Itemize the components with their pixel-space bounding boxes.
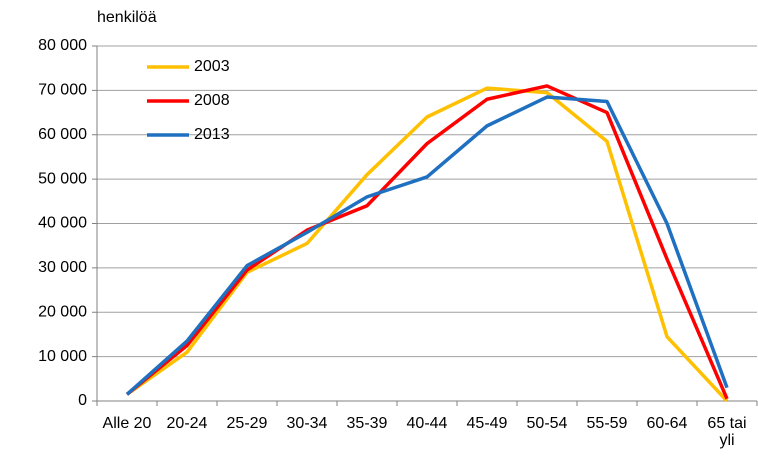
y-tick-label: 50 000	[38, 170, 87, 187]
x-tick-label: 20-24	[166, 415, 208, 432]
x-tick-label: 35-39	[346, 415, 388, 432]
x-tick-label: Alle 20	[102, 415, 152, 432]
y-tick-label: 40 000	[38, 215, 87, 232]
x-tick-label: 65 tai yli	[707, 415, 747, 449]
x-tick-label: 45-49	[466, 415, 508, 432]
x-tick-label: 55-59	[586, 415, 628, 432]
legend-label: 2003	[194, 58, 230, 75]
series-line	[125, 95, 729, 396]
x-tick-label: 30-34	[286, 415, 328, 432]
legend-label: 2008	[194, 92, 230, 109]
series-line	[125, 86, 729, 403]
y-tick-label: 60 000	[38, 126, 87, 143]
x-tick-label: 50-54	[526, 415, 568, 432]
y-tick-label: 10 000	[38, 348, 87, 365]
y-tick-label: 80 000	[38, 37, 87, 54]
y-tick-label: 0	[78, 392, 87, 409]
x-tick-label: 25-29	[226, 415, 268, 432]
y-tick-label: 20 000	[38, 303, 87, 320]
x-tick-label: 60-64	[646, 415, 688, 432]
y-axis-label: henkilöä	[97, 9, 157, 26]
y-tick-label: 30 000	[38, 259, 87, 276]
x-tick-label: 40-44	[406, 415, 448, 432]
series-line	[125, 84, 729, 400]
y-tick-label: 70 000	[38, 82, 87, 99]
legend-label: 2013	[194, 126, 230, 143]
